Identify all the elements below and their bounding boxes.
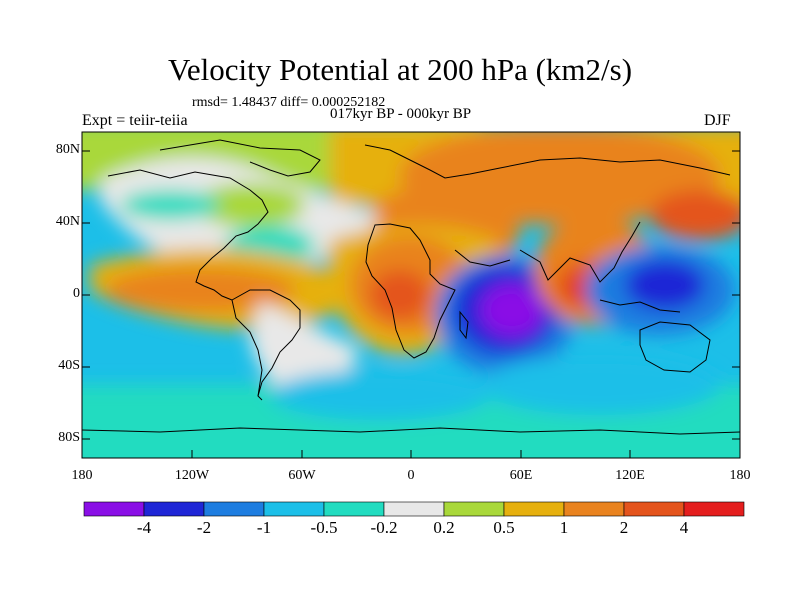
colorbar-label: 1 [559, 518, 569, 537]
lat-label-80s: 80S [58, 430, 80, 445]
colorbar-swatch [323, 501, 385, 517]
colorbar-swatch [263, 501, 325, 517]
colorbar-swatch [83, 501, 145, 517]
colorbar-swatch [203, 501, 265, 517]
lat-label-80n: 80N [55, 142, 80, 157]
colorbar-label: 0.5 [493, 518, 515, 537]
lon-label-0: 0 [407, 468, 415, 483]
lon-label-120e: 120E [615, 468, 645, 483]
colorbar-swatch [683, 501, 745, 517]
lon-ticks [81, 450, 741, 458]
colorbar-swatch [563, 501, 625, 517]
experiment-label: Expt = teiir-teiia [82, 112, 188, 129]
colorbar-label: 4 [679, 518, 689, 537]
velocity-potential-field [82, 132, 740, 458]
colorbar-label: 0.2 [433, 518, 455, 537]
colorbar-swatch [383, 501, 445, 517]
map-title: Velocity Potential at 200 hPa (km2/s) [167, 52, 633, 87]
colorbar-label: -0.2 [370, 518, 398, 537]
rmsd-diff-stats: rmsd= 1.48437 diff= 0.000252182 [192, 95, 386, 110]
colorbar-swatch [503, 501, 565, 517]
colorbar-label: -1 [256, 518, 272, 537]
coastlines [82, 139, 740, 435]
lon-label-60w: 60W [288, 468, 316, 483]
lon-label-60e: 60E [509, 468, 533, 483]
lon-label-180w: 180 [71, 468, 93, 483]
lat-ticks [82, 150, 740, 440]
lat-label-40s: 40S [58, 358, 80, 373]
lon-label-120w: 120W [174, 468, 210, 483]
lat-label-eq: 0 [73, 286, 80, 301]
colorbar-swatch [143, 501, 205, 517]
colorbar [83, 501, 745, 517]
season-label: DJF [704, 112, 731, 129]
period-label: 017kyr BP - 000kyr BP [330, 106, 472, 122]
colorbar-label: -0.5 [310, 518, 338, 537]
lon-label-180e: 180 [729, 468, 751, 483]
colorbar-label: -2 [196, 518, 212, 537]
colorbar-swatch [623, 501, 685, 517]
colorbar-label: -4 [136, 518, 152, 537]
colorbar-swatch [443, 501, 505, 517]
lat-label-40n: 40N [55, 214, 80, 229]
colorbar-label: 2 [619, 518, 629, 537]
